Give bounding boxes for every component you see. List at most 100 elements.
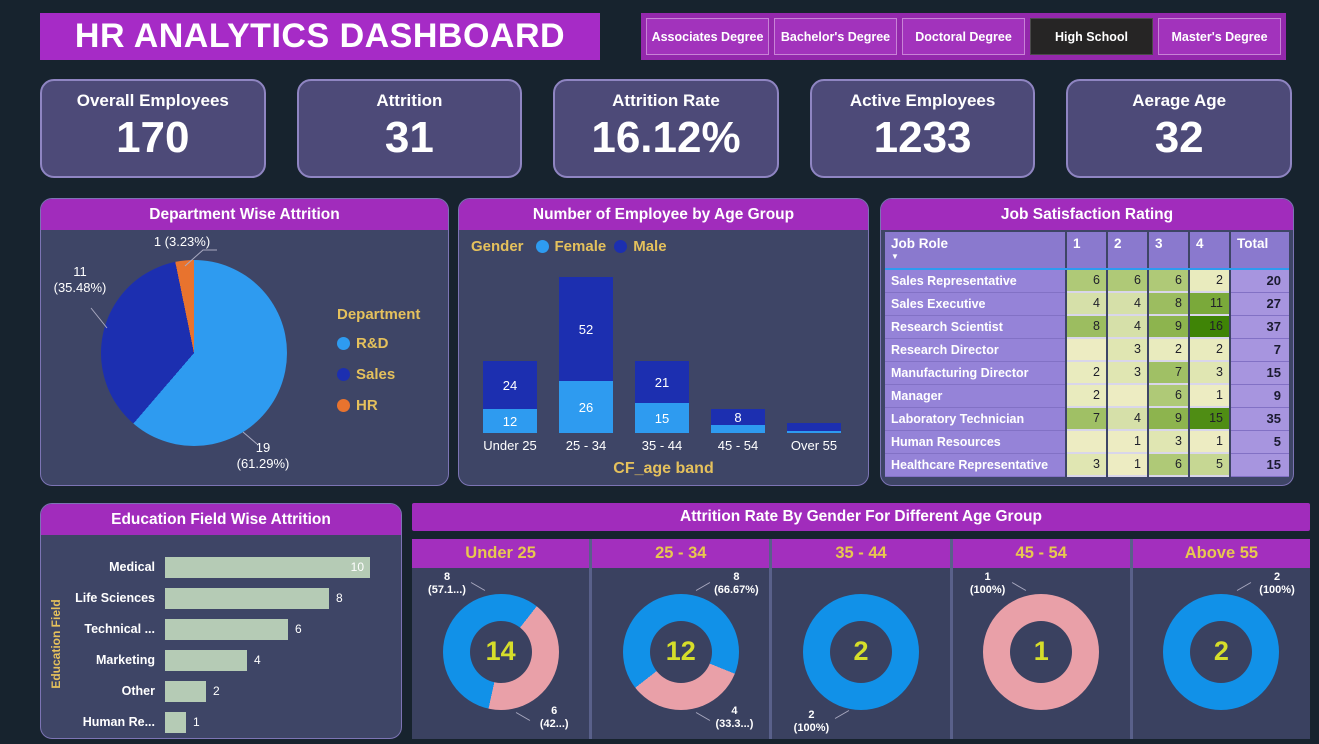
legend-item-male[interactable]: Male [614, 238, 667, 255]
bar-segment-male[interactable] [787, 423, 841, 431]
panel-department-wise-attrition: Department Wise Attrition 19 (61.29%) 11 … [40, 198, 449, 486]
rating-cell[interactable]: 8 [1067, 316, 1106, 339]
rating-cell[interactable]: 9 [1149, 316, 1188, 339]
rating-cell[interactable] [1067, 339, 1106, 362]
legend-item-hr[interactable]: HR [337, 397, 420, 414]
rating-cell[interactable]: 11 [1190, 293, 1229, 316]
row-label[interactable]: Sales Representative [885, 270, 1065, 293]
rating-cell[interactable]: 4 [1108, 293, 1147, 316]
rating-cell[interactable]: 2 [1067, 362, 1106, 385]
row-label[interactable]: Human Resources [885, 431, 1065, 454]
rating-cell[interactable]: 2 [1067, 385, 1106, 408]
rating-cell[interactable]: 3 [1108, 362, 1147, 385]
bar[interactable]: 10 [165, 556, 370, 578]
rating-cell[interactable]: 6 [1067, 270, 1106, 293]
row-label[interactable]: Manufacturing Director [885, 362, 1065, 385]
legend-label: R&D [356, 335, 389, 352]
bar[interactable] [165, 649, 247, 671]
rating-cell[interactable]: 1 [1190, 385, 1229, 408]
total-cell: 9 [1231, 385, 1289, 408]
bar[interactable] [165, 711, 186, 733]
bar[interactable] [165, 618, 288, 640]
column-header-1[interactable]: 1 [1067, 232, 1106, 268]
row-label[interactable]: Healthcare Representative [885, 454, 1065, 477]
bar-segment-male[interactable]: 52 [559, 277, 613, 381]
bar-value-label: 8 [734, 409, 742, 425]
bar-segment-male[interactable]: 21 [635, 361, 689, 403]
category-label: Technical ... [84, 622, 155, 636]
rating-cell[interactable]: 7 [1149, 362, 1188, 385]
donut-ring[interactable]: 2 [1163, 594, 1280, 710]
rating-cell[interactable]: 7 [1067, 408, 1106, 431]
rating-cell[interactable] [1108, 385, 1147, 408]
age-group-header[interactable]: 45 - 54 [952, 539, 1130, 568]
rating-cell[interactable]: 4 [1108, 316, 1147, 339]
row-label[interactable]: Research Scientist [885, 316, 1065, 339]
rating-cell[interactable]: 3 [1108, 339, 1147, 362]
rating-cell[interactable]: 1 [1108, 454, 1147, 477]
bar-segment-female[interactable]: 15 [635, 403, 689, 433]
bar-value-label: 1 [193, 715, 200, 729]
age-group-header[interactable]: 25 - 34 [592, 539, 770, 568]
row-label[interactable]: Research Director [885, 339, 1065, 362]
rating-cell[interactable]: 4 [1108, 408, 1147, 431]
row-label[interactable]: Laboratory Technician [885, 408, 1065, 431]
donut-ring[interactable]: 14 [442, 594, 559, 710]
bar-segment-male[interactable]: 24 [483, 361, 537, 409]
legend-item-r-d[interactable]: R&D [337, 335, 420, 352]
column-header-total[interactable]: Total [1231, 232, 1289, 268]
age-group-header[interactable]: Under 25 [412, 539, 590, 568]
rating-cell[interactable]: 1 [1108, 431, 1147, 454]
rating-cell[interactable]: 3 [1067, 454, 1106, 477]
rating-cell[interactable]: 2 [1190, 270, 1229, 293]
bar-segment-female[interactable]: 26 [559, 381, 613, 433]
donut-hole [1010, 621, 1073, 683]
age-group-header[interactable]: Above 55 [1132, 539, 1311, 568]
rating-cell[interactable]: 2 [1190, 339, 1229, 362]
legend-item-female[interactable]: Female [535, 238, 606, 255]
bar-segment-female[interactable] [711, 425, 765, 433]
panel-header: Number of Employee by Age Group [459, 199, 868, 230]
column-header-3[interactable]: 3 [1149, 232, 1188, 268]
legend-item-sales[interactable]: Sales [337, 366, 420, 383]
rating-cell[interactable]: 16 [1190, 316, 1229, 339]
filter-button-associates-degree[interactable]: Associates Degree [646, 18, 769, 55]
donut-ring[interactable]: 12 [622, 594, 739, 710]
kpi-row: Overall Employees 170 Attrition 31 Attrition… [40, 79, 1292, 178]
bar-segment-female[interactable] [787, 431, 841, 433]
bar[interactable] [165, 587, 329, 609]
rating-cell[interactable]: 6 [1149, 385, 1188, 408]
filter-button-bachelor-s-degree[interactable]: Bachelor's Degree [774, 18, 897, 55]
row-label[interactable]: Sales Executive [885, 293, 1065, 316]
rating-cell[interactable]: 3 [1190, 362, 1229, 385]
column-header-4[interactable]: 4 [1190, 232, 1229, 268]
rating-cell[interactable]: 4 [1067, 293, 1106, 316]
rating-cell[interactable]: 6 [1149, 270, 1188, 293]
bar-slot-35-44: 15 21 [625, 230, 701, 485]
filter-button-high-school[interactable]: High School [1030, 18, 1153, 55]
rating-cell[interactable]: 5 [1190, 454, 1229, 477]
bar-segment-male[interactable]: 8 [711, 409, 765, 425]
bar[interactable] [165, 680, 206, 702]
legend-swatch-icon [337, 399, 350, 412]
kpi-value: 16.12% [591, 113, 741, 162]
row-label[interactable]: Manager [885, 385, 1065, 408]
rating-cell[interactable]: 15 [1190, 408, 1229, 431]
rating-cell[interactable]: 8 [1149, 293, 1188, 316]
donut-ring[interactable]: 2 [803, 594, 919, 710]
column-header-job-role[interactable]: Job Role ▼ [885, 232, 1065, 268]
rating-cell[interactable]: 6 [1108, 270, 1147, 293]
rating-cell[interactable] [1067, 431, 1106, 454]
rating-cell[interactable]: 1 [1190, 431, 1229, 454]
filter-button-master-s-degree[interactable]: Master's Degree [1158, 18, 1281, 55]
rating-cell[interactable]: 3 [1149, 431, 1188, 454]
column-header-2[interactable]: 2 [1108, 232, 1147, 268]
bar-segment-female[interactable]: 12 [483, 409, 537, 433]
rating-cell[interactable]: 2 [1149, 339, 1188, 362]
donut-ring[interactable]: 1 [983, 594, 1100, 710]
rating-cell[interactable]: 6 [1149, 454, 1188, 477]
rating-cell[interactable]: 9 [1149, 408, 1188, 431]
filter-button-doctoral-degree[interactable]: Doctoral Degree [902, 18, 1025, 55]
age-group-header[interactable]: 35 - 44 [772, 539, 950, 568]
pie[interactable] [101, 260, 287, 446]
